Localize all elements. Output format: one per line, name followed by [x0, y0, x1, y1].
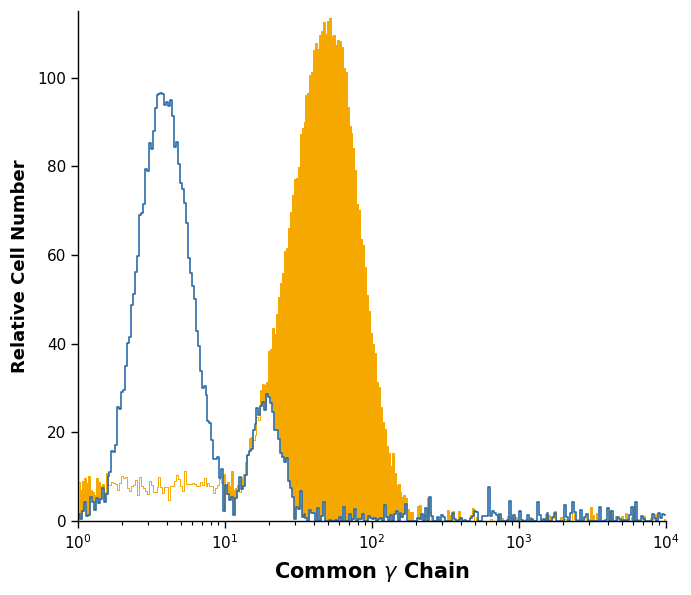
- X-axis label: Common $\gamma$ Chain: Common $\gamma$ Chain: [274, 560, 470, 584]
- Y-axis label: Relative Cell Number: Relative Cell Number: [11, 159, 29, 373]
